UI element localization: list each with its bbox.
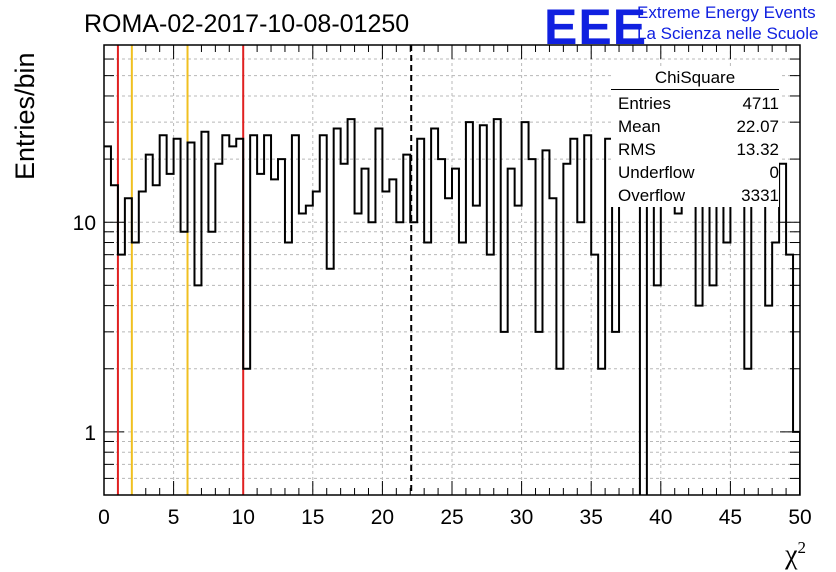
eee-logo: EEE xyxy=(544,0,648,55)
logo-line-2: La Scienza nelle Scuole xyxy=(637,24,819,43)
y-tick-label: 1 xyxy=(84,422,96,445)
x-tick-label: 45 xyxy=(719,506,742,529)
stats-label: Mean xyxy=(618,117,661,136)
stats-value: 3331 xyxy=(741,186,779,205)
x-tick-label: 0 xyxy=(98,506,110,529)
logo-line-1: Extreme Energy Events xyxy=(637,3,816,22)
stats-value: 22.07 xyxy=(736,117,779,136)
x-tick-label: 40 xyxy=(649,506,672,529)
stats-value: 0 xyxy=(769,163,779,182)
x-tick-label: 50 xyxy=(788,506,811,529)
stats-row-rms: RMS 13.32 xyxy=(611,138,779,161)
stats-value: 4711 xyxy=(742,94,779,113)
x-tick-label: 20 xyxy=(371,506,394,529)
stats-label: RMS xyxy=(618,140,656,159)
plot-frame xyxy=(103,44,801,496)
stats-row-mean: Mean 22.07 xyxy=(611,115,779,138)
stats-box: ChiSquare Entries 4711 Mean 22.07 RMS 13… xyxy=(611,68,779,207)
stats-title: ChiSquare xyxy=(611,68,779,90)
stats-row-overflow: Overflow 3331 xyxy=(611,184,779,207)
x-tick-label: 30 xyxy=(510,506,533,529)
chart-title: ROMA-02-2017-10-08-01250 xyxy=(84,10,410,38)
x-tick-label: 15 xyxy=(301,506,324,529)
x-tick-label: 35 xyxy=(580,506,603,529)
x-tick-label: 5 xyxy=(168,506,180,529)
x-tick-label: 10 xyxy=(232,506,255,529)
y-tick-label: 10 xyxy=(73,212,96,235)
stats-label: Overflow xyxy=(618,186,686,205)
stats-label: Underflow xyxy=(618,163,695,182)
stats-row-entries: Entries 4711 xyxy=(611,92,779,115)
x-axis-label: χ2 xyxy=(785,538,806,571)
stats-label: Entries xyxy=(618,94,671,113)
stats-row-underflow: Underflow 0 xyxy=(611,161,779,184)
x-tick-label: 25 xyxy=(440,506,463,529)
stats-value: 13.32 xyxy=(736,140,779,159)
